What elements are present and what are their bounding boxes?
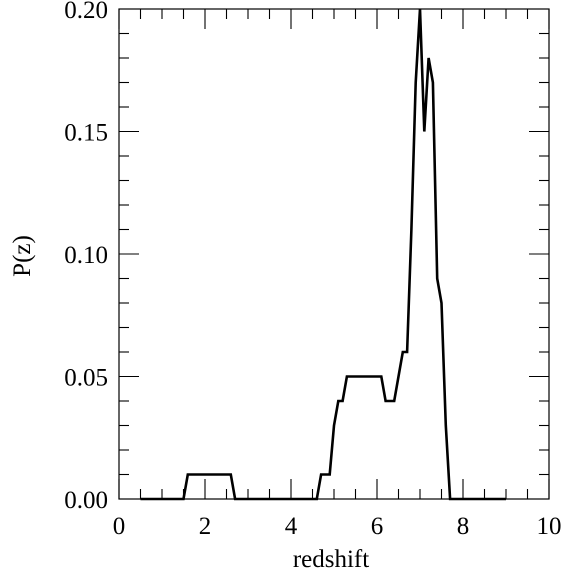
plot-area	[140, 8, 506, 501]
y-tick-label: 0.05	[64, 365, 108, 392]
x-tick-label: 0	[113, 513, 126, 540]
y-tick-label: 0.00	[64, 487, 108, 514]
y-tick-label: 0.20	[64, 0, 108, 24]
x-axis-label: redshift	[293, 546, 369, 573]
x-tick-label: 10	[537, 513, 562, 540]
y-tick-label: 0.10	[64, 242, 108, 269]
x-tick-label: 8	[457, 513, 470, 540]
x-axis-tick-labels: 0 2 4 6 8 10	[113, 513, 562, 540]
x-tick-label: 4	[285, 513, 298, 540]
y-tick-label: 0.15	[64, 120, 108, 147]
x-axis-ticks	[118, 9, 550, 499]
y-axis-label: P(z)	[9, 235, 36, 277]
x-tick-label: 6	[371, 513, 384, 540]
pz-curve	[140, 8, 506, 501]
y-axis-tick-labels: 0.00 0.05 0.10 0.15 0.20	[64, 0, 108, 514]
x-tick-label: 2	[199, 513, 212, 540]
y-axis-ticks	[119, 8, 549, 500]
